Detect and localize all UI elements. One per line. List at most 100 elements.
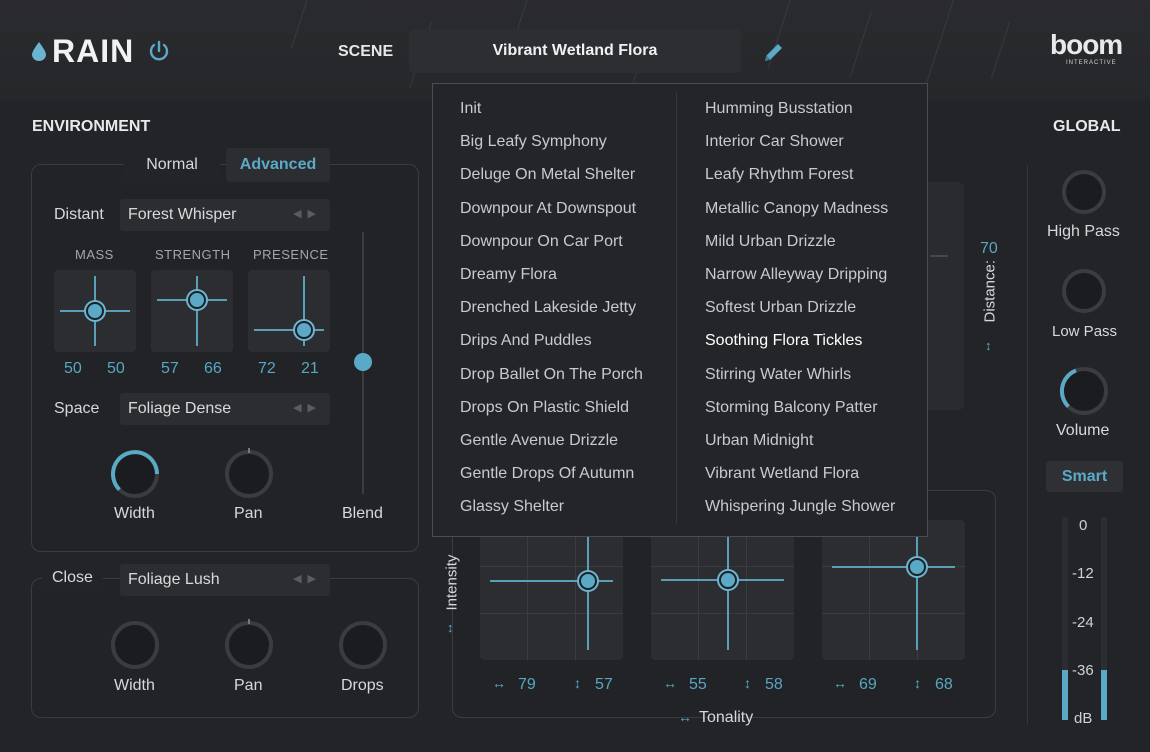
distant-preset-select[interactable]: Forest Whisper ◀▶ xyxy=(120,199,330,231)
meter-scale-24: -24 xyxy=(1072,614,1094,631)
scene-menu-item[interactable]: Metallic Canopy Madness xyxy=(705,199,889,217)
scene-menu-item[interactable]: Gentle Drops Of Autumn xyxy=(460,465,635,483)
tonality-xy-pad-1[interactable] xyxy=(480,520,623,660)
meter-scale-0: 0 xyxy=(1079,517,1088,534)
close-drops-label: Drops xyxy=(341,677,384,694)
tonality-xy-pad-2[interactable] xyxy=(651,520,794,660)
intensity-label: Intensity xyxy=(443,554,461,611)
strength-x-value: 57 xyxy=(161,360,179,377)
scene-menu-item[interactable]: Vibrant Wetland Flora xyxy=(705,465,860,483)
scene-menu-item[interactable]: Storming Balcony Patter xyxy=(705,398,878,416)
tab-advanced[interactable]: Advanced xyxy=(226,148,330,182)
strength-xy-pad[interactable] xyxy=(151,270,233,352)
scene-label: SCENE xyxy=(338,43,394,60)
tonality-xy-pad-3[interactable] xyxy=(822,520,965,660)
preset-arrows-icon[interactable]: ◀▶ xyxy=(293,402,322,414)
volume-knob[interactable] xyxy=(1057,364,1111,418)
horizontal-arrows-icon: ↔ xyxy=(678,709,692,725)
scene-menu-item[interactable]: Gentle Avenue Drizzle xyxy=(460,431,619,449)
scene-menu-item[interactable]: Mild Urban Drizzle xyxy=(705,232,836,250)
scene-menu-item[interactable]: Humming Busstation xyxy=(705,100,853,117)
brand-logo-text: boom xyxy=(1050,29,1123,60)
scene-menu-item[interactable]: Big Leafy Symphony xyxy=(460,133,607,151)
close-pan-label: Pan xyxy=(234,677,263,694)
scene-menu-item[interactable]: Narrow Alleyway Dripping xyxy=(705,265,888,283)
presence-x-value: 72 xyxy=(258,360,276,377)
global-title: GLOBAL xyxy=(1053,118,1121,135)
blend-slider-handle[interactable] xyxy=(354,353,372,371)
pad3-x-value: 69 xyxy=(859,676,877,693)
scene-menu-item[interactable]: Dreamy Flora xyxy=(460,265,557,283)
scene-menu-item[interactable]: Leafy Rhythm Forest xyxy=(705,166,854,184)
mass-xy-pad[interactable] xyxy=(54,270,136,352)
scene-menu-item[interactable]: Downpour At Downspout xyxy=(460,199,637,217)
meter-right-track xyxy=(1101,517,1107,720)
scene-menu-item[interactable]: Drips And Puddles xyxy=(460,332,592,350)
close-drops-knob[interactable] xyxy=(336,618,390,672)
volume-label: Volume xyxy=(1056,422,1110,439)
presence-xy-pad[interactable] xyxy=(248,270,330,352)
high-pass-knob[interactable] xyxy=(1059,167,1109,217)
close-preset-select[interactable]: Foliage Lush ◀▶ xyxy=(120,564,330,596)
close-width-knob[interactable] xyxy=(108,618,162,672)
pad-label-presence: PRESENCE xyxy=(253,247,329,262)
tab-normal[interactable]: Normal xyxy=(124,148,220,182)
pad2-x-value: 55 xyxy=(689,676,707,693)
meter-scale-36: -36 xyxy=(1072,662,1094,679)
preset-arrows-icon[interactable]: ◀▶ xyxy=(293,208,322,220)
space-preset-select[interactable]: Foliage Dense ◀▶ xyxy=(120,393,330,425)
scene-menu-item[interactable]: Drenched Lakeside Jetty xyxy=(460,299,637,317)
pad-handle[interactable] xyxy=(719,571,737,589)
blend-label: Blend xyxy=(342,505,383,522)
width-label: Width xyxy=(114,505,155,522)
pencil-edit-icon[interactable] xyxy=(762,40,786,69)
space-preset-value: Foliage Dense xyxy=(128,400,232,417)
pad-handle[interactable] xyxy=(908,558,926,576)
app-title: RAIN xyxy=(52,33,135,69)
tonality-label: Tonality xyxy=(699,709,754,726)
vertical-arrows-icon: ↕ xyxy=(447,620,454,635)
scene-menu-item[interactable]: Interior Car Shower xyxy=(705,133,844,151)
pad-handle[interactable] xyxy=(579,572,597,590)
preset-arrows-icon[interactable]: ◀▶ xyxy=(293,573,322,585)
pad1-y-value: 57 xyxy=(595,676,613,693)
power-icon[interactable] xyxy=(148,40,170,67)
scene-menu-item[interactable]: Init xyxy=(460,100,482,117)
brand-logo: boom INTERACTIVE xyxy=(1050,30,1128,72)
pad-handle[interactable] xyxy=(295,321,313,339)
meter-left-track xyxy=(1062,517,1068,720)
meter-scale-12: -12 xyxy=(1072,565,1094,582)
meter-left-level xyxy=(1062,670,1068,720)
scene-menu-item[interactable]: Drops On Plastic Shield xyxy=(460,398,629,416)
low-pass-label: Low Pass xyxy=(1052,323,1118,340)
scene-menu-item[interactable]: Drop Ballet On The Porch xyxy=(460,365,643,383)
brand-logo-subtext: INTERACTIVE xyxy=(1066,60,1117,66)
pad-handle[interactable] xyxy=(86,302,104,320)
pad-label-strength: STRENGTH xyxy=(155,247,231,262)
smart-button[interactable]: Smart xyxy=(1046,461,1123,492)
pad-handle[interactable] xyxy=(188,291,206,309)
menu-column-divider xyxy=(676,92,677,524)
close-pan-knob[interactable] xyxy=(222,618,276,672)
width-knob[interactable] xyxy=(108,447,162,501)
close-label: Close xyxy=(42,565,103,591)
scene-menu-item[interactable]: Stirring Water Whirls xyxy=(705,365,852,383)
environment-title: ENVIRONMENT xyxy=(32,118,151,135)
scene-menu-item[interactable]: Whispering Jungle Shower xyxy=(705,498,896,516)
scene-menu-item[interactable]: Glassy Shelter xyxy=(460,498,565,516)
pad-label-mass: MASS xyxy=(75,247,114,262)
pan-knob[interactable] xyxy=(222,447,276,501)
scene-menu-item[interactable]: Urban Midnight xyxy=(705,431,814,449)
scene-selector-value: Vibrant Wetland Flora xyxy=(492,42,658,59)
scene-selector[interactable]: Vibrant Wetland Flora xyxy=(409,29,741,73)
scene-menu-item[interactable]: Soothing Flora Tickles xyxy=(705,332,863,350)
distance-grid-line xyxy=(930,255,948,257)
meter-unit: dB xyxy=(1074,710,1093,727)
close-preset-value: Foliage Lush xyxy=(128,571,220,588)
pad2-y-value: 58 xyxy=(765,676,783,693)
low-pass-knob[interactable] xyxy=(1059,266,1109,316)
space-label: Space xyxy=(54,400,100,417)
scene-menu-item[interactable]: Softest Urban Drizzle xyxy=(705,299,857,317)
scene-menu-item[interactable]: Deluge On Metal Shelter xyxy=(460,166,636,184)
scene-menu-item[interactable]: Downpour On Car Port xyxy=(460,232,623,250)
